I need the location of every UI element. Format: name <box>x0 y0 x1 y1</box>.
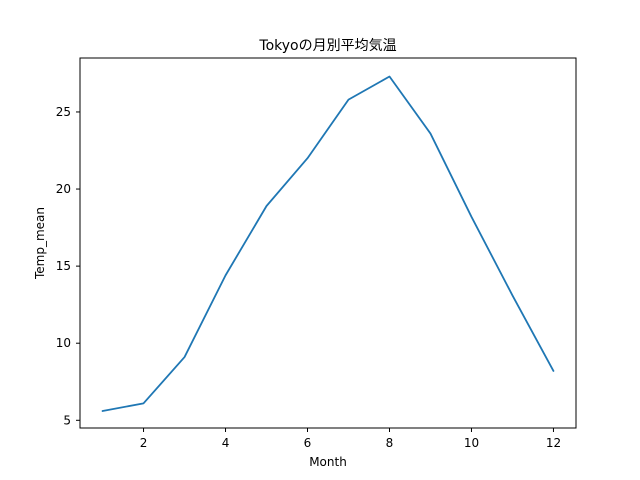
y-tick-label: 15 <box>56 259 71 273</box>
y-tick-label: 25 <box>56 105 71 119</box>
x-ticks: 2 4 6 8 10 12 <box>140 428 561 450</box>
x-tick-label: 12 <box>546 436 561 450</box>
y-axis-label: Temp_mean <box>33 207 47 280</box>
plot-area <box>80 58 576 428</box>
y-tick-label: 5 <box>63 413 71 427</box>
y-tick-label: 10 <box>56 336 71 350</box>
y-tick-label: 20 <box>56 182 71 196</box>
x-tick-label: 8 <box>386 436 394 450</box>
x-tick-label: 2 <box>140 436 148 450</box>
x-tick-label: 4 <box>222 436 230 450</box>
plot-border <box>79 57 577 429</box>
y-ticks: 5 10 15 20 25 <box>56 105 80 427</box>
chart-title: Tokyoの月別平均気温 <box>258 38 396 54</box>
x-tick-label: 6 <box>304 436 312 450</box>
series-group <box>101 75 555 412</box>
x-axis-label: Month <box>309 455 347 469</box>
x-tick-label: 10 <box>464 436 479 450</box>
series-line <box>101 75 555 412</box>
